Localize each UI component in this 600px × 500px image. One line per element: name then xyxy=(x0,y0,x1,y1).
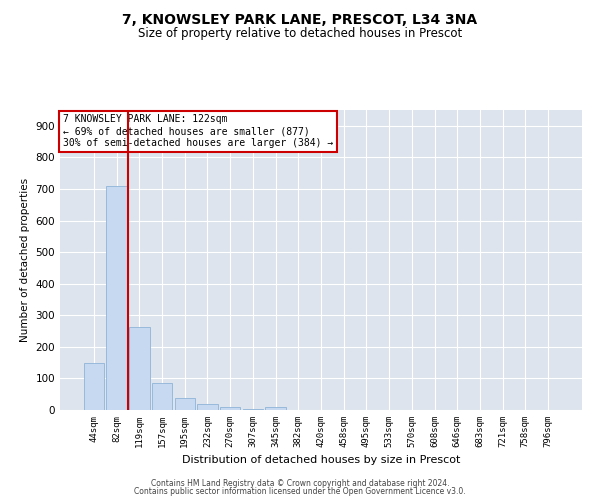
Bar xyxy=(265,407,286,410)
Text: Contains public sector information licensed under the Open Government Licence v3: Contains public sector information licen… xyxy=(134,487,466,496)
Bar xyxy=(197,404,218,410)
Bar xyxy=(220,408,241,410)
Text: 7, KNOWSLEY PARK LANE, PRESCOT, L34 3NA: 7, KNOWSLEY PARK LANE, PRESCOT, L34 3NA xyxy=(122,12,478,26)
Bar xyxy=(242,408,263,410)
X-axis label: Distribution of detached houses by size in Prescot: Distribution of detached houses by size … xyxy=(182,456,460,466)
Bar xyxy=(129,327,149,410)
Bar xyxy=(152,384,172,410)
Bar xyxy=(84,364,104,410)
Y-axis label: Number of detached properties: Number of detached properties xyxy=(20,178,30,342)
Text: 7 KNOWSLEY PARK LANE: 122sqm
← 69% of detached houses are smaller (877)
30% of s: 7 KNOWSLEY PARK LANE: 122sqm ← 69% of de… xyxy=(62,114,333,148)
Text: Size of property relative to detached houses in Prescot: Size of property relative to detached ho… xyxy=(138,28,462,40)
Bar xyxy=(175,398,195,410)
Text: Contains HM Land Registry data © Crown copyright and database right 2024.: Contains HM Land Registry data © Crown c… xyxy=(151,478,449,488)
Bar xyxy=(106,186,127,410)
